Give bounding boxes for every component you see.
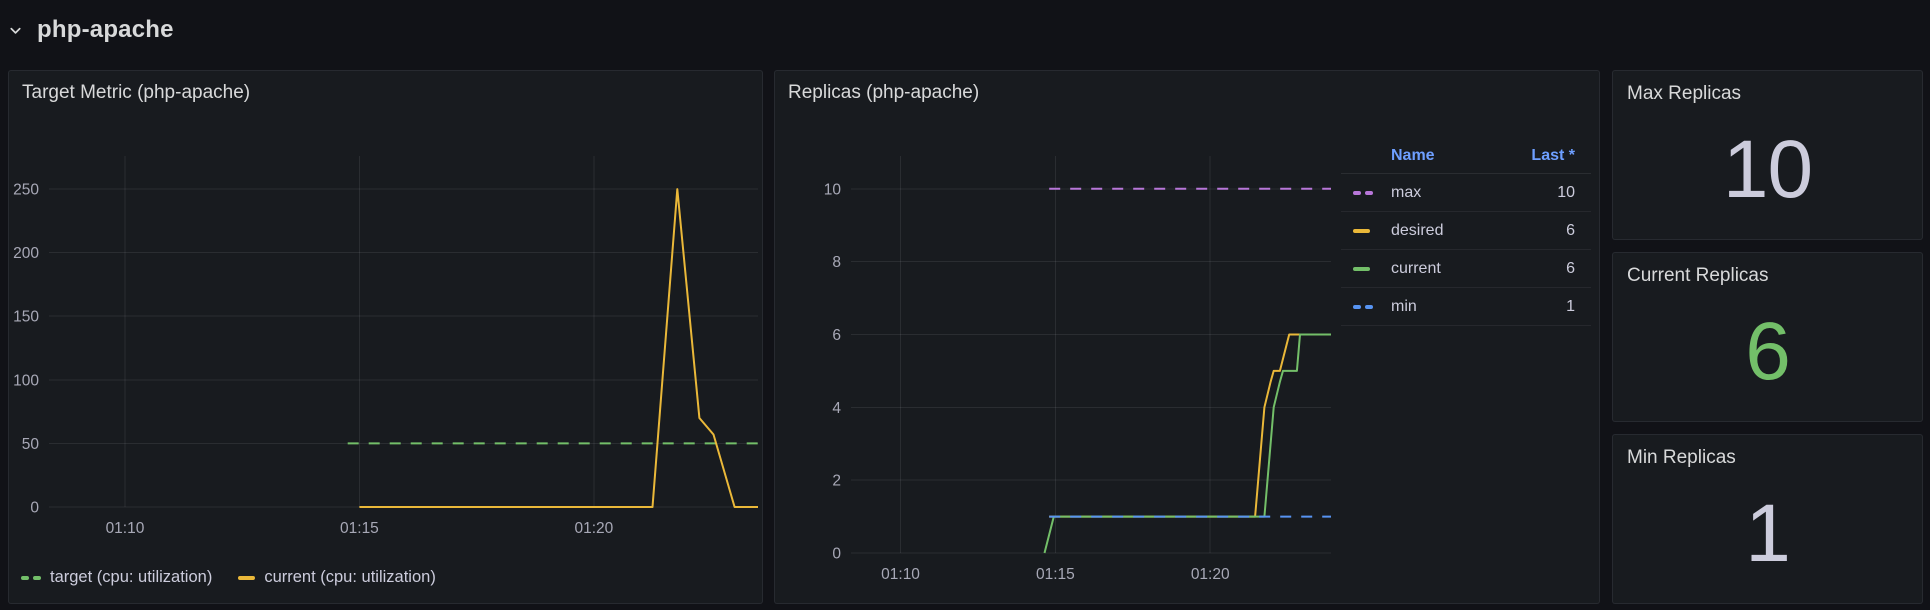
legend-table-row-max[interactable]: max 10 (1341, 174, 1591, 212)
svg-text:0: 0 (30, 500, 39, 517)
svg-text:01:10: 01:10 (881, 566, 920, 583)
stat-value-current-replicas: 6 (1745, 306, 1791, 397)
svg-text:2: 2 (832, 473, 841, 490)
legend-sort-last[interactable]: Last * (1531, 147, 1575, 164)
target-metric-legend: target (cpu: utilization) current (cpu: … (21, 568, 436, 587)
legend-label-current: current (cpu: utilization) (264, 568, 436, 586)
row-title: php-apache (37, 16, 174, 43)
row-header-php-apache[interactable]: php-apache (8, 14, 174, 46)
legend-series-last-value: 10 (1557, 183, 1575, 201)
legend-series-name: min (1391, 297, 1417, 315)
panel-current-replicas: Current Replicas 6 (1612, 252, 1923, 422)
svg-text:0: 0 (832, 546, 841, 563)
svg-text:4: 4 (832, 400, 841, 417)
svg-text:100: 100 (13, 372, 39, 389)
chevron-down-icon[interactable] (8, 23, 23, 38)
max-series-swatch (1353, 190, 1379, 195)
target-metric-chart[interactable]: 0 50 100 150 200 250 01:10 01:15 01:20 (9, 71, 762, 603)
legend-table-row-desired[interactable]: desired 6 (1341, 212, 1591, 250)
panel-min-replicas: Min Replicas 1 (1612, 434, 1923, 604)
svg-text:01:20: 01:20 (574, 520, 613, 537)
legend-series-last-value: 6 (1566, 259, 1575, 277)
target-series-swatch (21, 575, 41, 580)
stat-title-current-replicas[interactable]: Current Replicas (1627, 265, 1769, 286)
svg-text:8: 8 (832, 254, 841, 271)
svg-text:6: 6 (832, 327, 841, 344)
min-series-swatch (1353, 304, 1379, 309)
replicas-chart[interactable]: 0 2 4 6 8 10 01:10 01:15 01:20 (775, 71, 1599, 603)
panel-target-metric: Target Metric (php-apache) 0 50 100 150 200 2… (8, 70, 763, 604)
legend-table-header: Name Last * (1341, 139, 1591, 174)
stat-value-min-replicas: 1 (1745, 488, 1791, 579)
legend-table-row-current[interactable]: current 6 (1341, 250, 1591, 288)
desired-series-swatch (1353, 228, 1379, 233)
legend-series-name: current (1391, 259, 1441, 277)
legend-sort-name[interactable]: Name (1391, 147, 1435, 164)
legend-table-row-min[interactable]: min 1 (1341, 288, 1591, 326)
svg-text:150: 150 (13, 309, 39, 326)
panel-replicas: Replicas (php-apache) 0 2 4 6 8 10 01:10 01:15 0… (774, 70, 1600, 604)
svg-text:50: 50 (22, 436, 40, 453)
current-series-swatch (238, 575, 256, 580)
legend-series-name: max (1391, 183, 1422, 201)
svg-text:01:15: 01:15 (1036, 566, 1075, 583)
svg-text:01:10: 01:10 (106, 520, 145, 537)
legend-series-last-value: 1 (1566, 297, 1575, 315)
legend-series-last-value: 6 (1566, 221, 1575, 239)
stat-title-max-replicas[interactable]: Max Replicas (1627, 83, 1742, 104)
legend-series-name: desired (1391, 221, 1444, 239)
svg-text:01:20: 01:20 (1191, 566, 1230, 583)
legend-item-current[interactable]: current (cpu: utilization) (238, 568, 436, 587)
panel-title-target-metric[interactable]: Target Metric (php-apache) (22, 82, 251, 103)
panel-max-replicas: Max Replicas 10 (1612, 70, 1923, 240)
stat-value-max-replicas: 10 (1722, 124, 1813, 215)
legend-item-target[interactable]: target (cpu: utilization) (21, 568, 212, 587)
legend-label-target: target (cpu: utilization) (50, 568, 213, 586)
current-series-swatch (1353, 266, 1379, 271)
panel-title-replicas[interactable]: Replicas (php-apache) (788, 82, 980, 103)
svg-text:10: 10 (824, 181, 842, 198)
replicas-legend-table: Name Last * max 10 desired 6 current 6 m… (1341, 139, 1591, 326)
stat-title-min-replicas[interactable]: Min Replicas (1627, 447, 1736, 468)
svg-text:200: 200 (13, 245, 39, 262)
svg-text:01:15: 01:15 (340, 520, 379, 537)
svg-text:250: 250 (13, 182, 39, 199)
